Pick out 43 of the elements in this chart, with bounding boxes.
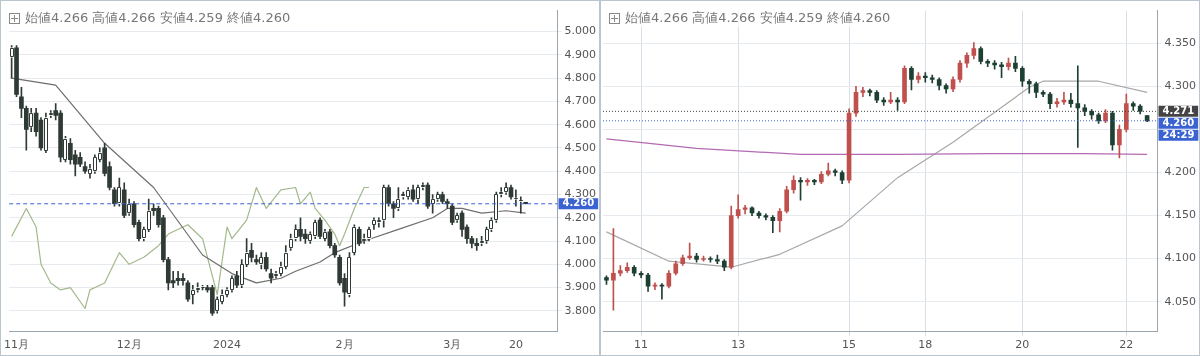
y-tick-label: 3.800 [564, 303, 597, 317]
x-tick-label: 20 [508, 338, 523, 352]
y-tick-label: 4.350 [1164, 36, 1197, 50]
x-tick-label: 11月 [4, 338, 30, 352]
candlestick [474, 238, 480, 251]
chart-title: 始値4.266 高値4.266 安値4.259 終値4.260 [25, 9, 291, 27]
y-tick-label: 4.800 [564, 70, 597, 84]
x-tick-label: 20 [1015, 338, 1030, 352]
x-tick-label: 2024 [213, 338, 242, 352]
text: 24:29 [1162, 128, 1195, 140]
ref-line-label: 4.260 [1162, 116, 1195, 128]
y-tick-label: 4.400 [564, 164, 597, 178]
chart-title: 始値4.266 高値4.266 安値4.259 終値4.260 [625, 9, 891, 27]
ref-line-label: 4.260 [562, 197, 595, 209]
ref-line-label: 4.271 [1162, 104, 1195, 116]
candlestick [1026, 79, 1032, 94]
y-tick-label: 5.000 [564, 24, 597, 38]
y-tick-label: 4.700 [564, 94, 597, 108]
x-tick-label: 13 [731, 338, 746, 352]
x-tick-label: 22 [1119, 338, 1134, 352]
candlestick [1075, 65, 1081, 148]
candlestick [922, 72, 928, 83]
y-tick-label: 4.200 [564, 210, 597, 224]
y-tick-label: 4.300 [1164, 79, 1197, 93]
y-tick-label: 4.050 [1164, 294, 1197, 308]
y-tick-label: 3.900 [564, 280, 597, 294]
x-tick-label: 2月 [335, 338, 354, 352]
candlestick [985, 59, 991, 67]
y-tick-label: 4.200 [1164, 165, 1197, 179]
x-tick-label: 15 [842, 338, 857, 352]
y-tick-label: 4.150 [1164, 208, 1197, 222]
y-tick-label: 4.100 [564, 233, 597, 247]
y-tick-label: 4.900 [564, 47, 597, 61]
y-tick-label: 4.100 [1164, 251, 1197, 265]
x-tick-label: 18 [918, 338, 933, 352]
x-tick-label: 11 [634, 338, 649, 352]
y-tick-label: 4.500 [564, 140, 597, 154]
y-tick-label: 4.000 [564, 257, 597, 271]
candlestick [881, 97, 887, 106]
x-tick-label: 3月 [443, 338, 462, 352]
y-tick-label: 4.600 [564, 117, 597, 131]
x-tick-label: 12月 [116, 338, 142, 352]
candlestick [770, 215, 776, 234]
